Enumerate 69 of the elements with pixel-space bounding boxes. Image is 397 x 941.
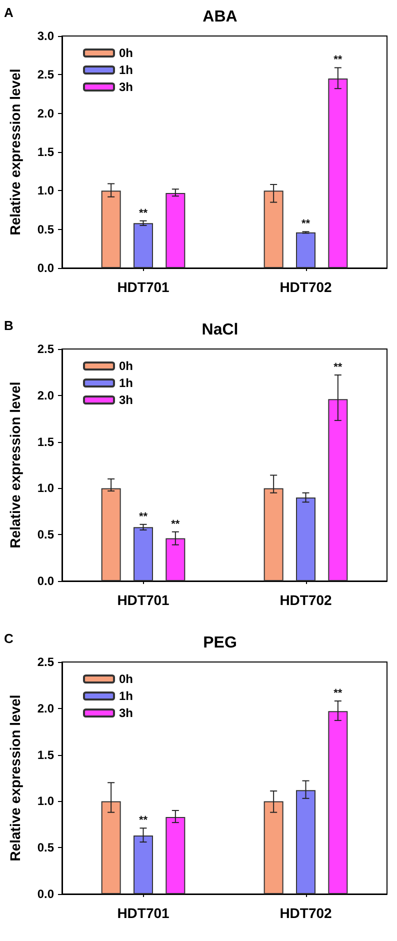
y-axis-title: Relative expression level <box>7 694 23 862</box>
y-tick-label: 1.0 <box>37 794 54 808</box>
bar <box>166 538 186 581</box>
bar <box>134 527 153 581</box>
legend-label: 1h <box>119 376 134 390</box>
bar <box>264 801 284 894</box>
y-tick-label: 2.0 <box>37 701 54 716</box>
text: A <box>4 5 14 20</box>
y-tick-label: 0.0 <box>37 887 54 901</box>
x-tick-label: HDT702 <box>280 905 332 921</box>
x-tick-label: HDT702 <box>280 279 332 295</box>
bar <box>134 836 153 894</box>
bar <box>264 190 284 268</box>
y-tick-label: 2.0 <box>37 106 54 120</box>
bar <box>296 497 316 581</box>
y-axis-title: Relative expression level <box>7 68 23 236</box>
y-axis-title: Relative expression level <box>7 382 23 548</box>
chart-title: NaCl <box>202 322 238 338</box>
text: C <box>4 631 14 646</box>
y-tick-label: 2.5 <box>37 655 54 669</box>
data-label: ** <box>138 814 148 827</box>
bar <box>264 488 284 581</box>
data-label: ** <box>334 361 343 374</box>
x-tick-label: HDT702 <box>280 592 332 608</box>
bar <box>101 488 121 581</box>
y-tick-label: 3.0 <box>37 29 54 43</box>
legend-label: 3h <box>119 80 134 94</box>
bar <box>328 711 348 894</box>
y-tick-label: 1.5 <box>37 145 54 159</box>
legend-label: 0h <box>119 359 134 373</box>
data-label: ** <box>171 518 180 530</box>
data-label: ** <box>334 687 343 700</box>
chart-title: ABA <box>202 8 238 26</box>
bar <box>166 816 186 894</box>
legend-label: 3h <box>119 393 134 407</box>
text: B <box>4 318 14 333</box>
y-tick-label: 1.5 <box>37 748 54 762</box>
y-tick-label: 2.0 <box>37 388 54 402</box>
data-label: ** <box>138 207 148 220</box>
bar <box>101 190 121 268</box>
y-tick-label: 1.0 <box>37 481 54 496</box>
data-label: ** <box>138 510 148 523</box>
y-tick-label: 0.0 <box>37 574 54 588</box>
legend-label: 1h <box>119 689 134 703</box>
y-tick-label: 2.5 <box>37 68 54 82</box>
y-tick-label: 1.5 <box>37 434 54 449</box>
x-tick-label: HDT701 <box>117 279 170 295</box>
y-tick-label: 2.5 <box>37 342 54 356</box>
y-tick-label: 0.0 <box>37 261 54 275</box>
legend-label: 1h <box>119 63 134 77</box>
bar <box>328 78 348 268</box>
chart-title: PEG <box>203 634 237 652</box>
data-label: ** <box>334 54 343 66</box>
y-tick-label: 0.5 <box>37 840 54 855</box>
y-tick-label: 0.5 <box>37 528 54 542</box>
legend-label: 0h <box>119 46 134 60</box>
data-label: ** <box>301 218 311 230</box>
bar <box>166 192 186 268</box>
bar <box>134 223 153 268</box>
y-tick-label: 1.0 <box>37 184 54 198</box>
y-tick-label: 0.5 <box>37 222 54 236</box>
bar <box>296 232 316 268</box>
bar <box>296 790 316 894</box>
legend-label: 3h <box>119 706 134 720</box>
x-tick-label: HDT701 <box>117 905 170 921</box>
legend-label: 0h <box>119 672 134 686</box>
bar <box>101 801 121 894</box>
x-tick-label: HDT701 <box>117 592 170 608</box>
bar <box>328 399 348 581</box>
